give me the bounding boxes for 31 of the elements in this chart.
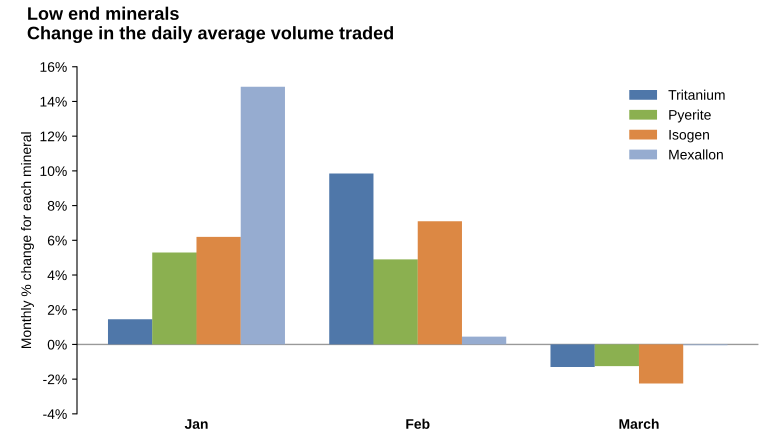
y-tick-label: 14% xyxy=(40,96,67,107)
y-tick-label: 10% xyxy=(40,166,67,176)
bar xyxy=(373,259,418,344)
bar xyxy=(196,236,241,344)
bar xyxy=(550,344,595,367)
bar xyxy=(152,252,196,344)
y-tick-label: 2% xyxy=(48,305,67,315)
bar xyxy=(240,86,285,344)
bar xyxy=(594,344,639,366)
y-tick-label: 6% xyxy=(48,236,67,246)
legend-label: Isogen xyxy=(669,130,709,142)
y-tick-label: 0% xyxy=(48,340,67,350)
chart-title: Low end minerals Change in the daily average volume traded xyxy=(28,6,393,44)
y-tick-label: 16% xyxy=(40,62,67,72)
bar xyxy=(638,344,684,384)
y-tick-label: 4% xyxy=(48,270,67,280)
bar xyxy=(462,336,506,344)
y-tick-label: 12% xyxy=(40,132,67,142)
bar xyxy=(108,319,152,344)
legend-label: Pyerite xyxy=(669,110,711,122)
y-tick-label: -2% xyxy=(43,374,67,384)
x-tick-label: Feb xyxy=(406,418,430,429)
y-tick-label: -4% xyxy=(43,409,67,419)
y-axis-title: Monthly % change for each mineral xyxy=(20,132,34,348)
x-tick-label: March xyxy=(619,418,659,429)
bar xyxy=(329,173,374,344)
y-tick-label: 8% xyxy=(48,200,67,211)
bar xyxy=(418,221,462,344)
legend-label: Tritanium xyxy=(668,90,725,100)
x-tick-label: Jan xyxy=(184,419,208,429)
legend-label: Mexallon xyxy=(669,149,723,160)
